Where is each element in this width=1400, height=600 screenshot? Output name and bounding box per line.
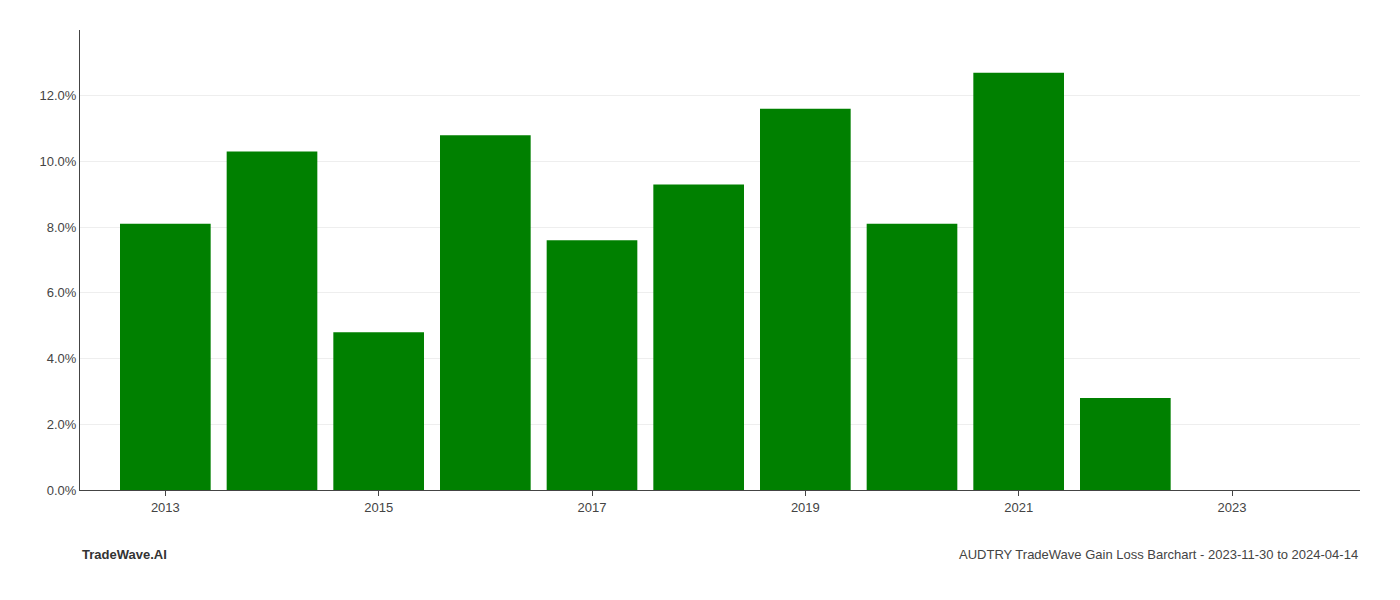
svg-text:TradeWave.AI: TradeWave.AI bbox=[82, 547, 167, 562]
svg-text:0.0%: 0.0% bbox=[47, 483, 77, 498]
svg-text:2023: 2023 bbox=[1218, 500, 1247, 515]
svg-text:2015: 2015 bbox=[364, 500, 393, 515]
svg-text:4.0%: 4.0% bbox=[47, 351, 77, 366]
svg-text:8.0%: 8.0% bbox=[47, 220, 77, 235]
svg-text:2.0%: 2.0% bbox=[47, 417, 77, 432]
svg-text:2021: 2021 bbox=[1004, 500, 1033, 515]
svg-text:AUDTRY TradeWave Gain Loss Bar: AUDTRY TradeWave Gain Loss Barchart - 20… bbox=[959, 547, 1358, 562]
svg-text:12.0%: 12.0% bbox=[40, 88, 77, 103]
svg-text:2013: 2013 bbox=[151, 500, 180, 515]
svg-text:2019: 2019 bbox=[791, 500, 820, 515]
svg-text:6.0%: 6.0% bbox=[47, 285, 77, 300]
svg-text:10.0%: 10.0% bbox=[40, 154, 77, 169]
svg-text:2017: 2017 bbox=[578, 500, 607, 515]
